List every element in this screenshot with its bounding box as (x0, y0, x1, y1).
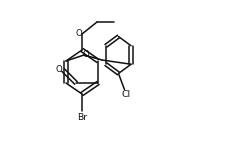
Text: O: O (83, 50, 89, 58)
Text: O: O (56, 65, 62, 73)
Text: O: O (76, 29, 82, 37)
Text: Cl: Cl (122, 90, 131, 99)
Text: Br: Br (77, 112, 87, 122)
